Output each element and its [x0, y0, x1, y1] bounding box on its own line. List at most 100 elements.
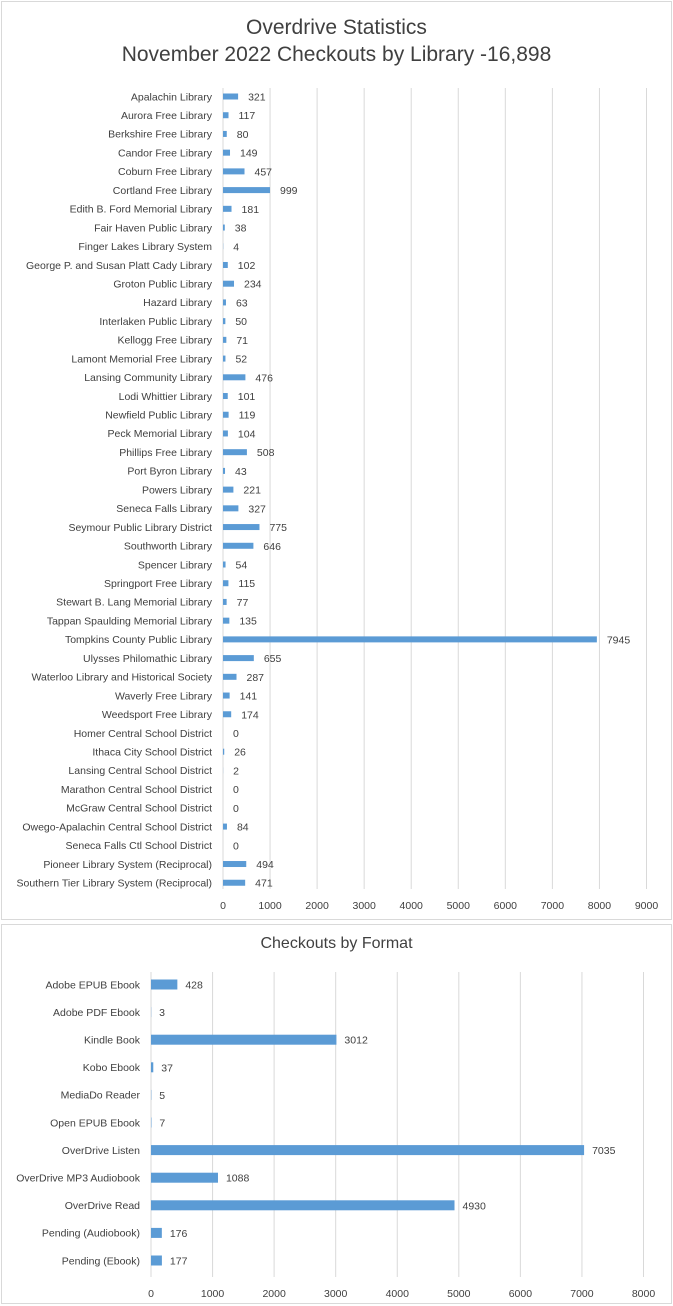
- data-label: 999: [280, 185, 298, 197]
- bar: [223, 486, 234, 493]
- data-label: 0: [233, 784, 239, 796]
- data-label: 508: [257, 447, 275, 459]
- data-label: 0: [233, 803, 239, 815]
- category-label: Seneca Falls Ctl School District: [66, 840, 213, 852]
- category-label: MediaDo Reader: [61, 1090, 141, 1102]
- x-tick-label: 5000: [447, 1288, 471, 1300]
- data-label: 1088: [226, 1173, 250, 1185]
- chart-title-format: Checkouts by Format: [260, 935, 413, 952]
- data-label: 80: [237, 129, 249, 141]
- data-label: 50: [235, 316, 247, 328]
- category-label: Stewart B. Lang Memorial Library: [56, 597, 213, 609]
- category-label: Cortland Free Library: [113, 185, 213, 197]
- category-label: Tompkins County Public Library: [65, 634, 213, 646]
- data-label: 221: [243, 485, 261, 497]
- bar: [223, 692, 230, 699]
- x-tick-label: 1000: [201, 1288, 225, 1300]
- bar: [223, 861, 247, 868]
- data-label: 0: [233, 728, 239, 740]
- data-label: 476: [255, 372, 273, 384]
- bar: [151, 979, 178, 990]
- x-tick-label: 8000: [588, 900, 612, 912]
- data-label: 77: [237, 597, 249, 609]
- bar: [223, 655, 254, 662]
- bar: [223, 355, 226, 362]
- bar: [223, 224, 225, 231]
- category-label: Open EPUB Ebook: [50, 1117, 141, 1129]
- x-tick-label: 2000: [262, 1288, 286, 1300]
- bar: [223, 149, 231, 156]
- data-label: 102: [238, 260, 256, 272]
- data-label: 457: [255, 166, 273, 178]
- data-label: 71: [236, 335, 248, 347]
- data-label: 117: [239, 110, 256, 122]
- bar: [223, 318, 226, 325]
- category-label: Spencer Library: [138, 559, 213, 571]
- category-label: Groton Public Library: [113, 278, 212, 290]
- category-label: Phillips Free Library: [119, 447, 213, 459]
- category-label: Powers Library: [142, 484, 213, 496]
- bar: [223, 393, 228, 400]
- x-tick-label: 4000: [400, 900, 424, 912]
- bar: [223, 598, 227, 605]
- bar: [223, 411, 229, 418]
- data-label: 5: [159, 1090, 165, 1102]
- category-label: Interlaken Public Library: [99, 316, 212, 328]
- format-checkouts-chart: Checkouts by Format 0 1000 2000 3000 4000 500…: [1, 924, 672, 1304]
- category-label: Peck Memorial Library: [108, 428, 213, 440]
- format-bar-plot: 0 1000 2000 3000 4000 5000 6000 7000 8000 Adobe E…: [16, 972, 655, 1300]
- bar: [223, 524, 260, 531]
- category-label: Pending (Audiobook): [42, 1228, 140, 1240]
- category-label: Tappan Spaulding Memorial Library: [47, 615, 213, 627]
- category-label: Apalachin Library: [131, 91, 213, 103]
- data-label: 7: [159, 1117, 165, 1129]
- bar: [223, 673, 237, 680]
- library-bar-plot: 0 1000 2000 3000 4000 5000 6000 7000 8000 9000Apa…: [17, 88, 658, 912]
- data-label: 775: [269, 522, 287, 534]
- category-label: Candor Free Library: [118, 147, 213, 159]
- category-label: Owego-Apalachin Central School District: [22, 821, 212, 833]
- category-label: Kellogg Free Library: [117, 335, 212, 347]
- category-label: Pioneer Library System (Reciprocal): [43, 859, 212, 871]
- data-label: 0: [233, 840, 239, 852]
- category-label: Kobo Ebook: [83, 1062, 141, 1074]
- category-label: Lamont Memorial Free Library: [71, 353, 212, 365]
- bar: [151, 1172, 218, 1183]
- category-label: Lansing Community Library: [84, 372, 213, 384]
- data-label: 104: [238, 428, 256, 440]
- bar: [223, 580, 229, 587]
- category-label: Fair Haven Public Library: [94, 222, 213, 234]
- category-label: Hazard Library: [143, 297, 213, 309]
- data-label: 3012: [344, 1035, 368, 1047]
- category-label: Southern Tier Library System (Reciprocal…: [17, 878, 213, 890]
- data-label: 176: [170, 1228, 188, 1240]
- category-label: Springport Free Library: [104, 578, 213, 590]
- bar: [223, 467, 226, 474]
- data-label: 54: [236, 559, 248, 571]
- category-label: Lansing Central School District: [68, 765, 212, 777]
- bar: [151, 1145, 585, 1156]
- data-label: 177: [170, 1255, 188, 1267]
- data-label: 38: [235, 223, 247, 235]
- x-tick-label: 7000: [570, 1288, 594, 1300]
- data-label: 37: [161, 1062, 173, 1074]
- x-tick-label: 0: [148, 1288, 154, 1300]
- bar: [223, 112, 229, 119]
- category-label: Edith B. Ford Memorial Library: [70, 204, 213, 216]
- bar: [223, 93, 239, 100]
- chart-subtitle: November 2022 Checkouts by Library -16,8…: [121, 43, 552, 66]
- data-label: 4930: [463, 1200, 487, 1212]
- x-tick-label: 6000: [509, 1288, 533, 1300]
- category-label: Weedsport Free Library: [102, 709, 213, 721]
- bar: [223, 617, 230, 624]
- category-label: Seneca Falls Library: [116, 503, 212, 515]
- data-label: 115: [238, 578, 255, 590]
- bar: [223, 336, 227, 343]
- category-label: Seymour Public Library District: [68, 522, 212, 534]
- data-label: 43: [235, 466, 247, 478]
- bar: [223, 187, 271, 194]
- category-label: Aurora Free Library: [121, 110, 213, 122]
- data-label: 4: [233, 241, 239, 253]
- category-label: Kindle Book: [84, 1034, 141, 1046]
- category-label: Marathon Central School District: [61, 784, 212, 796]
